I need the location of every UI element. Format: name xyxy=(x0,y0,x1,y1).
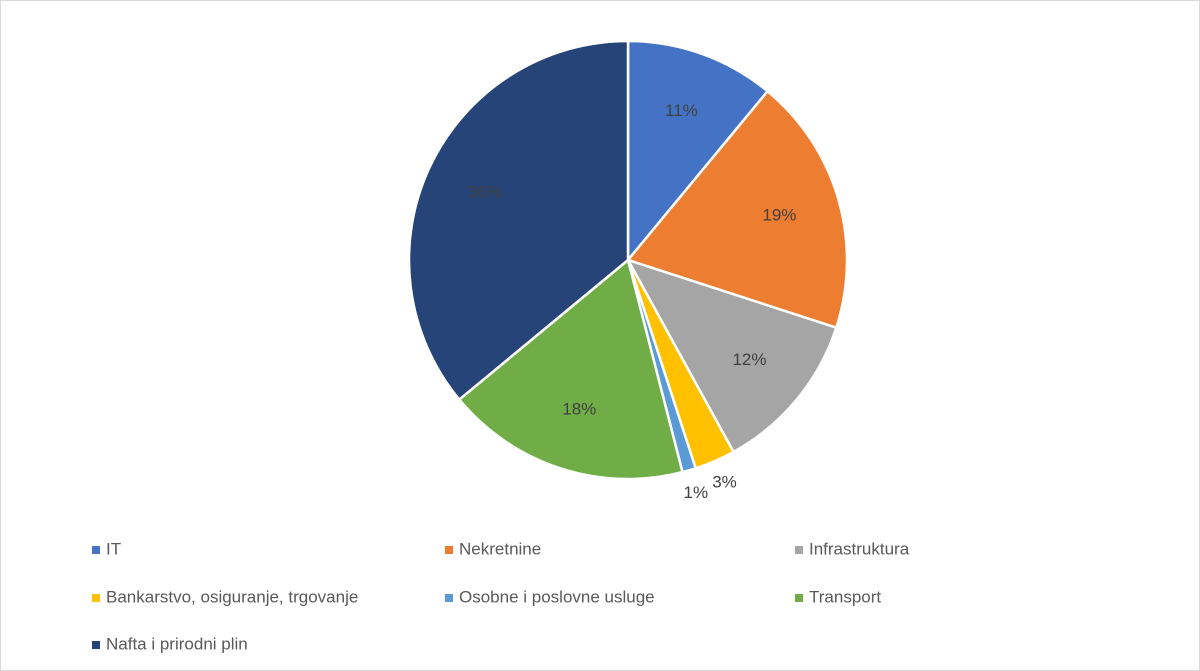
pie-slice xyxy=(626,39,770,264)
legend-label: Transport xyxy=(809,587,881,606)
legend-marker xyxy=(445,546,453,554)
legend-marker xyxy=(92,594,100,602)
legend-marker xyxy=(795,594,803,602)
legend-label: Bankarstvo, osiguranje, trgovanje xyxy=(106,587,358,606)
pie-slice xyxy=(625,257,838,454)
data-label: 19% xyxy=(762,205,796,224)
data-label: 18% xyxy=(562,399,596,418)
legend-marker xyxy=(92,546,100,554)
pie-slice xyxy=(407,39,630,402)
legend-label: Nafta i prirodni plin xyxy=(106,634,248,653)
pie-slice xyxy=(457,257,684,481)
legend-label: Infrastruktura xyxy=(809,539,910,558)
data-label: 11% xyxy=(665,101,698,120)
data-label: 3% xyxy=(712,472,737,491)
data-label: 36% xyxy=(468,182,502,201)
data-label: 1% xyxy=(684,483,709,502)
legend-label: Nekretnine xyxy=(459,539,541,558)
legend-marker xyxy=(445,594,453,602)
data-label: 12% xyxy=(732,350,766,369)
legend-label: IT xyxy=(106,539,121,558)
legend-marker xyxy=(92,641,100,649)
legend-marker xyxy=(795,546,803,554)
legend-label: Osobne i poslovne usluge xyxy=(459,587,655,606)
pie-slice xyxy=(625,89,849,330)
